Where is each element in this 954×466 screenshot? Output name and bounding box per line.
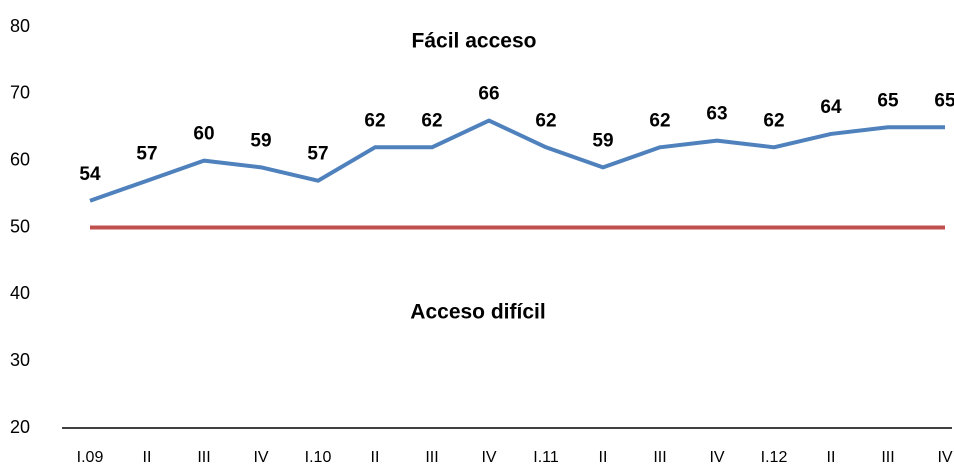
y-tick-label: 40 — [10, 283, 30, 303]
x-tick-label: I.12 — [761, 449, 788, 466]
x-tick-label: II — [371, 449, 380, 466]
x-tick-label: III — [197, 449, 210, 466]
data-label: 59 — [592, 130, 613, 151]
y-tick-label: 70 — [10, 83, 30, 103]
x-tick-label: II — [599, 449, 608, 466]
x-tick-label: II — [827, 449, 836, 466]
y-tick-label: 50 — [10, 216, 30, 236]
data-label: 63 — [706, 104, 727, 125]
x-tick-label: III — [653, 449, 666, 466]
data-label: 64 — [820, 97, 842, 118]
y-tick-label: 60 — [10, 149, 30, 169]
y-tick-label: 20 — [10, 417, 30, 437]
data-label: 65 — [877, 90, 899, 111]
x-tick-label: IV — [481, 449, 496, 466]
y-tick-label: 80 — [10, 16, 30, 36]
x-tick-label: III — [881, 449, 894, 466]
data-label: 65 — [934, 90, 954, 111]
x-tick-label: IV — [937, 449, 952, 466]
y-tick-label: 30 — [10, 350, 30, 370]
line-series — [89, 118, 945, 203]
data-label: 62 — [421, 110, 442, 131]
data-label: 62 — [649, 110, 670, 131]
x-tick-label: II — [143, 449, 152, 466]
annotation: Fácil acceso — [412, 30, 537, 53]
x-tick-label: I.11 — [533, 449, 559, 466]
x-tick-label: III — [425, 449, 438, 466]
x-tick-label: IV — [253, 449, 268, 466]
x-tick-label: IV — [709, 449, 724, 466]
data-label: 66 — [478, 84, 499, 105]
data-label: 54 — [79, 164, 101, 185]
data-label: 59 — [250, 130, 271, 151]
data-label: 62 — [364, 110, 385, 131]
data-label: 62 — [535, 110, 556, 131]
data-label: 57 — [307, 144, 328, 165]
x-tick-label: I.10 — [305, 449, 332, 466]
annotation: Acceso difícil — [410, 301, 545, 324]
data-label: 57 — [136, 144, 157, 165]
data-label: 62 — [763, 110, 784, 131]
data-label: 60 — [193, 124, 214, 145]
x-tick-label: I.09 — [77, 449, 104, 466]
